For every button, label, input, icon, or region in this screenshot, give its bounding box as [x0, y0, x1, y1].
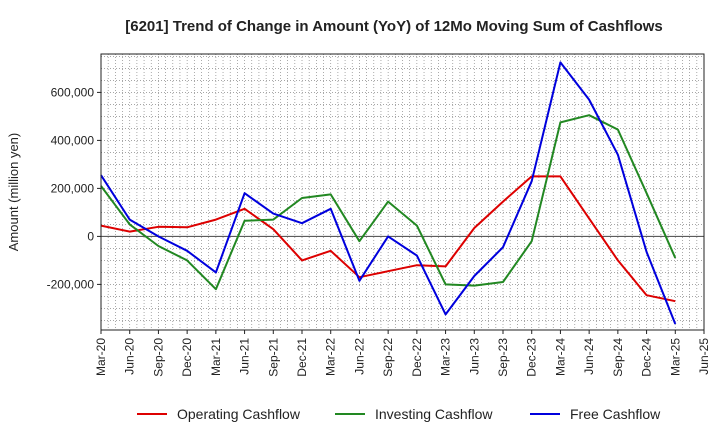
x-tick-label: Mar-21	[209, 338, 223, 376]
x-tick-label: Mar-20	[94, 338, 108, 376]
x-tick-label: Jun-24	[582, 338, 596, 375]
x-tick-label: Sep-23	[496, 338, 510, 377]
x-tick-label: Jun-20	[123, 338, 137, 375]
x-tick-label: Jun-22	[352, 338, 366, 375]
y-tick-label: 400,000	[51, 133, 95, 147]
legend-label: Investing Cashflow	[375, 406, 493, 422]
x-tick-label: Jun-25	[697, 338, 711, 375]
x-tick-label: Mar-23	[439, 338, 453, 376]
x-axis-ticks: Mar-20 Jun-20 Sep-20 Dec-20 Mar-21 Jun-21 Sep-…	[94, 330, 711, 377]
y-tick-label: 200,000	[51, 181, 95, 195]
x-tick-label: Mar-25	[668, 338, 682, 376]
x-tick-label: Dec-20	[180, 338, 194, 377]
x-tick-label: Jun-21	[238, 338, 252, 375]
y-tick-label: -200,000	[47, 277, 95, 291]
series-lines	[100, 61, 677, 325]
y-axis-ticks: -200,000 0 200,000 400,000 600,000	[47, 85, 101, 291]
grid-lines	[101, 54, 704, 330]
series-line-operating-cashflow	[100, 175, 676, 303]
legend-label: Free Cashflow	[570, 406, 661, 422]
chart-title: [6201] Trend of Change in Amount (YoY) o…	[125, 18, 663, 35]
series-line-investing-cashflow	[100, 114, 677, 291]
x-tick-label: Dec-23	[525, 338, 539, 377]
y-tick-label: 600,000	[51, 85, 95, 99]
x-tick-label: Dec-24	[640, 338, 654, 377]
legend: Operating Cashflow Investing Cashflow Free…	[137, 406, 661, 422]
series-line-free-cashflow	[100, 61, 677, 325]
x-tick-label: Mar-22	[324, 338, 338, 376]
x-tick-label: Sep-20	[151, 338, 165, 377]
y-tick-label: 0	[87, 229, 94, 243]
y-axis-label: Amount (million yen)	[6, 133, 21, 252]
plot-frame	[100, 53, 705, 331]
x-tick-label: Mar-24	[553, 338, 567, 376]
x-tick-label: Sep-24	[611, 338, 625, 377]
x-tick-label: Sep-22	[381, 338, 395, 377]
x-tick-label: Dec-22	[410, 338, 424, 377]
legend-label: Operating Cashflow	[177, 406, 301, 422]
x-tick-label: Dec-21	[295, 338, 309, 377]
x-tick-label: Jun-23	[467, 338, 481, 375]
x-tick-label: Sep-21	[266, 338, 280, 377]
